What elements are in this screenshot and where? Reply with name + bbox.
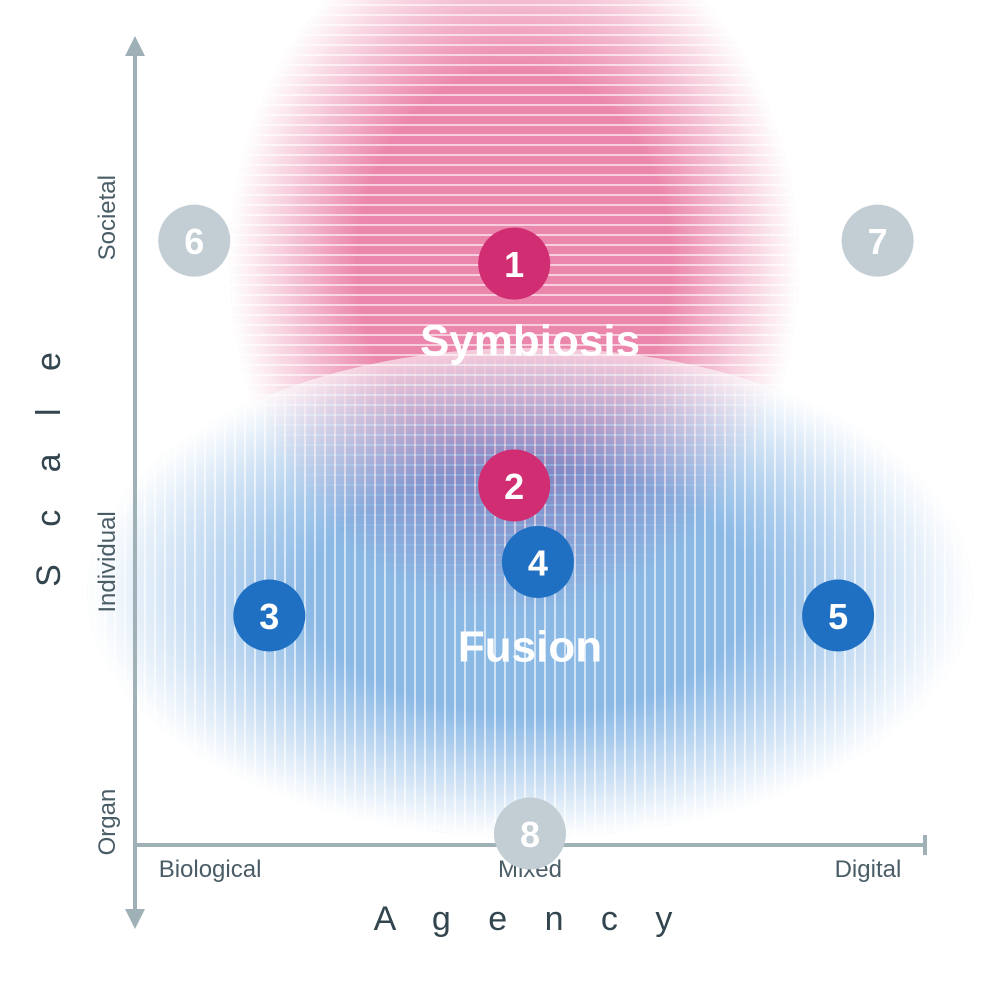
y-axis-arrow-up (125, 36, 145, 56)
svg-text:4: 4 (528, 542, 548, 583)
x-tick-digital: Digital (835, 856, 902, 883)
svg-text:6: 6 (184, 221, 204, 262)
y-axis-arrow-down (125, 909, 145, 929)
y-tick-individual: Individual (94, 511, 121, 612)
svg-text:2: 2 (504, 466, 524, 507)
svg-text:3: 3 (259, 596, 279, 637)
y-tick-organ: Organ (94, 789, 121, 856)
node-8: 8 (494, 798, 566, 870)
node-5: 5 (802, 580, 874, 652)
node-7: 7 (842, 205, 914, 277)
x-tick-biological: Biological (159, 856, 262, 883)
y-axis-title: S c a l e (30, 338, 68, 587)
region-label-symbiosis: Symbiosis (420, 316, 640, 365)
scale-agency-chart: BiologicalMixedDigitalSocietalIndividual… (0, 0, 1000, 1000)
svg-text:1: 1 (504, 244, 524, 285)
x-axis-title: A g e n c y (374, 900, 687, 938)
svg-text:8: 8 (520, 814, 540, 855)
svg-text:7: 7 (868, 221, 888, 262)
node-6: 6 (158, 205, 230, 277)
node-1: 1 (478, 228, 550, 300)
regions (88, 0, 973, 837)
y-tick-societal: Societal (94, 175, 121, 260)
region-label-fusion: Fusion (458, 622, 602, 671)
node-3: 3 (233, 580, 305, 652)
node-2: 2 (478, 449, 550, 521)
svg-text:5: 5 (828, 596, 848, 637)
node-4: 4 (502, 526, 574, 598)
